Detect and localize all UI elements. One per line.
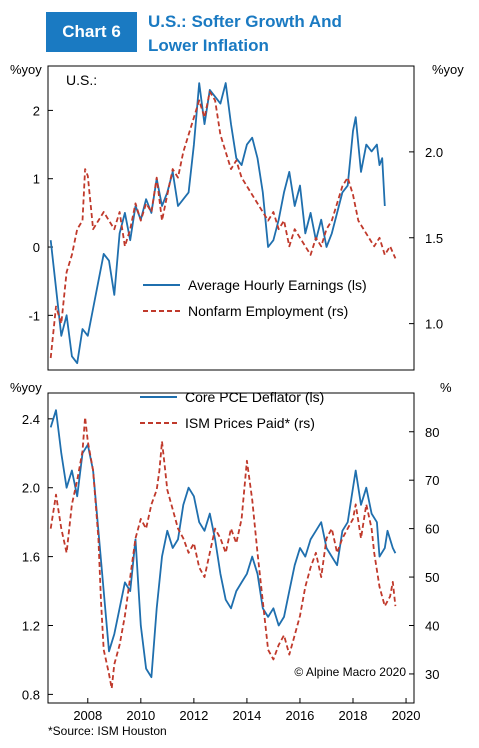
x-tick-label: 2008 xyxy=(73,708,102,723)
top-series-lines xyxy=(49,82,397,365)
bottom-right-ticks: 30 40 50 60 70 80 xyxy=(409,425,439,682)
bottom-right-axis-unit: % xyxy=(440,380,452,395)
x-tick-label: 2014 xyxy=(232,708,261,723)
top-right-ticks: 1.0 1.5 2.0 xyxy=(409,145,443,332)
right-tick-label: 1.5 xyxy=(425,231,443,246)
bottom-series-line-1 xyxy=(49,416,397,690)
left-tick-label: 1 xyxy=(33,172,40,187)
bottom-panel: %yoy % 0.8 1.2 1.6 2.0 2.4 30 40 50 60 70 80 2008… xyxy=(10,380,452,723)
top-panel: %yoy %yoy U.S.: -1 0 1 2 1.0 1.5 2.0 Average … xyxy=(10,62,464,371)
source-note: *Source: ISM Houston xyxy=(48,724,167,738)
copyright-note: © Alpine Macro 2020 xyxy=(294,665,406,679)
bottom-legend: Core PCE Deflator (ls) ISM Prices Paid* … xyxy=(140,389,324,431)
legend-label-nonfarm-employment: Nonfarm Employment (rs) xyxy=(188,303,348,319)
left-tick-label: 2 xyxy=(33,103,40,118)
chart-title-line-2: Lower Inflation xyxy=(148,36,269,55)
right-tick-label: 1.0 xyxy=(425,317,443,332)
top-series-line-1 xyxy=(49,90,397,359)
chart-header: Chart 6 U.S.: Softer Growth And Lower In… xyxy=(0,0,479,62)
top-legend: Average Hourly Earnings (ls) Nonfarm Emp… xyxy=(143,277,367,319)
top-panel-label: U.S.: xyxy=(66,72,97,88)
chart-title: U.S.: Softer Growth And Lower Inflation xyxy=(148,10,342,58)
bottom-left-axis-unit: %yoy xyxy=(10,380,42,395)
left-tick-label: 2.0 xyxy=(22,481,40,496)
right-tick-label: 70 xyxy=(425,473,439,488)
left-tick-label: -1 xyxy=(28,308,40,323)
top-left-axis-unit: %yoy xyxy=(10,62,42,77)
left-tick-label: 2.4 xyxy=(22,412,40,427)
top-left-ticks: -1 0 1 2 xyxy=(28,103,53,323)
right-tick-label: 50 xyxy=(425,570,439,585)
top-series-line-0 xyxy=(49,82,386,365)
right-tick-label: 80 xyxy=(425,425,439,440)
x-tick-label: 2018 xyxy=(339,708,368,723)
bottom-series-line-0 xyxy=(49,409,397,679)
x-tick-label: 2012 xyxy=(179,708,208,723)
top-panel-frame xyxy=(47,65,415,371)
x-tick-label: 2020 xyxy=(392,708,421,723)
left-tick-label: 0.8 xyxy=(22,687,40,702)
bottom-left-ticks: 0.8 1.2 1.6 2.0 2.4 xyxy=(22,412,53,702)
chart-title-line-1: U.S.: Softer Growth And xyxy=(148,12,342,31)
bottom-series-lines xyxy=(49,409,397,690)
x-tick-label: 2010 xyxy=(126,708,155,723)
left-tick-label: 1.6 xyxy=(22,550,40,565)
bottom-panel-frame xyxy=(47,392,415,704)
right-tick-label: 30 xyxy=(425,667,439,682)
left-tick-label: 0 xyxy=(33,240,40,255)
bottom-x-ticks: 2008 2010 2012 2014 2016 2018 2020 xyxy=(73,698,421,723)
legend-label-ism-prices: ISM Prices Paid* (rs) xyxy=(185,415,315,431)
right-tick-label: 2.0 xyxy=(425,145,443,160)
legend-label-average-hourly-earnings: Average Hourly Earnings (ls) xyxy=(188,277,367,293)
chart-number-badge: Chart 6 xyxy=(46,12,137,52)
right-tick-label: 60 xyxy=(425,522,439,537)
left-tick-label: 1.2 xyxy=(22,619,40,634)
top-right-axis-unit: %yoy xyxy=(432,62,464,77)
x-tick-label: 2016 xyxy=(285,708,314,723)
right-tick-label: 40 xyxy=(425,619,439,634)
legend-label-core-pce: Core PCE Deflator (ls) xyxy=(185,389,324,405)
